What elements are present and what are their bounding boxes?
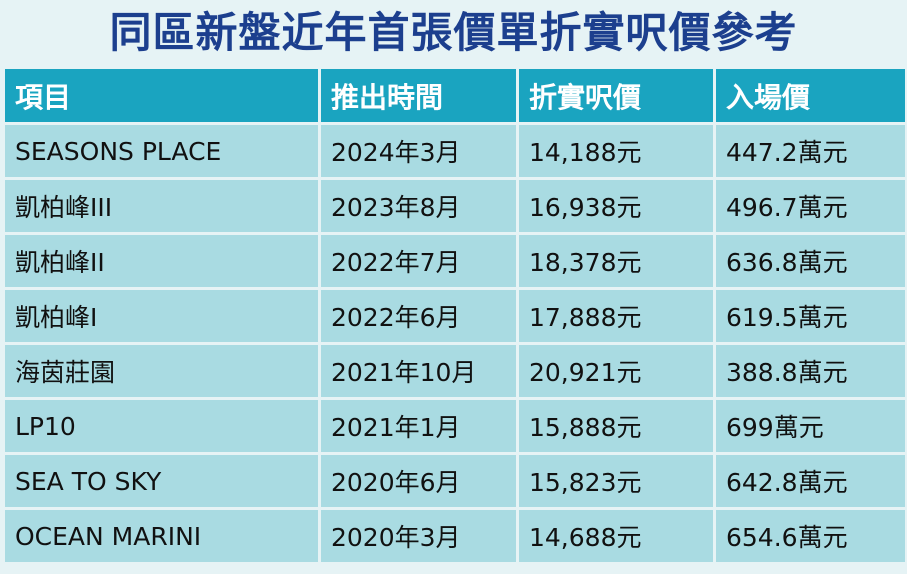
table-header-row: 項目 推出時間 折實呎價 入場價 xyxy=(5,69,905,122)
price-table: 項目 推出時間 折實呎價 入場價 SEASONS PLACE 2024年3月 1… xyxy=(2,66,907,565)
price-per-sqft: 16,938元 xyxy=(519,180,713,232)
table-row: SEASONS PLACE 2024年3月 14,188元 447.2萬元 xyxy=(5,125,905,177)
entry-price: 654.6萬元 xyxy=(716,510,905,562)
price-per-sqft: 14,688元 xyxy=(519,510,713,562)
table-row: 凱柏峰III 2023年8月 16,938元 496.7萬元 xyxy=(5,180,905,232)
table-row: 海茵莊園 2021年10月 20,921元 388.8萬元 xyxy=(5,345,905,397)
header-discounted-price-per-sqft: 折實呎價 xyxy=(519,69,713,122)
launch-date: 2020年3月 xyxy=(321,510,516,562)
price-per-sqft: 18,378元 xyxy=(519,235,713,287)
project-name: SEASONS PLACE xyxy=(5,125,318,177)
price-per-sqft: 15,888元 xyxy=(519,400,713,452)
project-name: 海茵莊園 xyxy=(5,345,318,397)
entry-price: 496.7萬元 xyxy=(716,180,905,232)
project-name: SEA TO SKY xyxy=(5,455,318,507)
launch-date: 2023年8月 xyxy=(321,180,516,232)
launch-date: 2022年7月 xyxy=(321,235,516,287)
price-per-sqft: 15,823元 xyxy=(519,455,713,507)
project-name: 凱柏峰II xyxy=(5,235,318,287)
project-name: 凱柏峰III xyxy=(5,180,318,232)
entry-price: 642.8萬元 xyxy=(716,455,905,507)
header-entry-price: 入場價 xyxy=(716,69,905,122)
header-launch-date: 推出時間 xyxy=(321,69,516,122)
header-project: 項目 xyxy=(5,69,318,122)
table-row: 凱柏峰I 2022年6月 17,888元 619.5萬元 xyxy=(5,290,905,342)
project-name: OCEAN MARINI xyxy=(5,510,318,562)
project-name: LP10 xyxy=(5,400,318,452)
table-row: OCEAN MARINI 2020年3月 14,688元 654.6萬元 xyxy=(5,510,905,562)
launch-date: 2020年6月 xyxy=(321,455,516,507)
table-row: LP10 2021年1月 15,888元 699萬元 xyxy=(5,400,905,452)
launch-date: 2021年1月 xyxy=(321,400,516,452)
entry-price: 619.5萬元 xyxy=(716,290,905,342)
table-row: SEA TO SKY 2020年6月 15,823元 642.8萬元 xyxy=(5,455,905,507)
price-per-sqft: 17,888元 xyxy=(519,290,713,342)
entry-price: 699萬元 xyxy=(716,400,905,452)
page-title: 同區新盤近年首張價單折實呎價參考 xyxy=(109,8,798,57)
price-per-sqft: 14,188元 xyxy=(519,125,713,177)
project-name: 凱柏峰I xyxy=(5,290,318,342)
launch-date: 2022年6月 xyxy=(321,290,516,342)
entry-price: 636.8萬元 xyxy=(716,235,905,287)
launch-date: 2024年3月 xyxy=(321,125,516,177)
entry-price: 447.2萬元 xyxy=(716,125,905,177)
entry-price: 388.8萬元 xyxy=(716,345,905,397)
table-row: 凱柏峰II 2022年7月 18,378元 636.8萬元 xyxy=(5,235,905,287)
price-per-sqft: 20,921元 xyxy=(519,345,713,397)
launch-date: 2021年10月 xyxy=(321,345,516,397)
